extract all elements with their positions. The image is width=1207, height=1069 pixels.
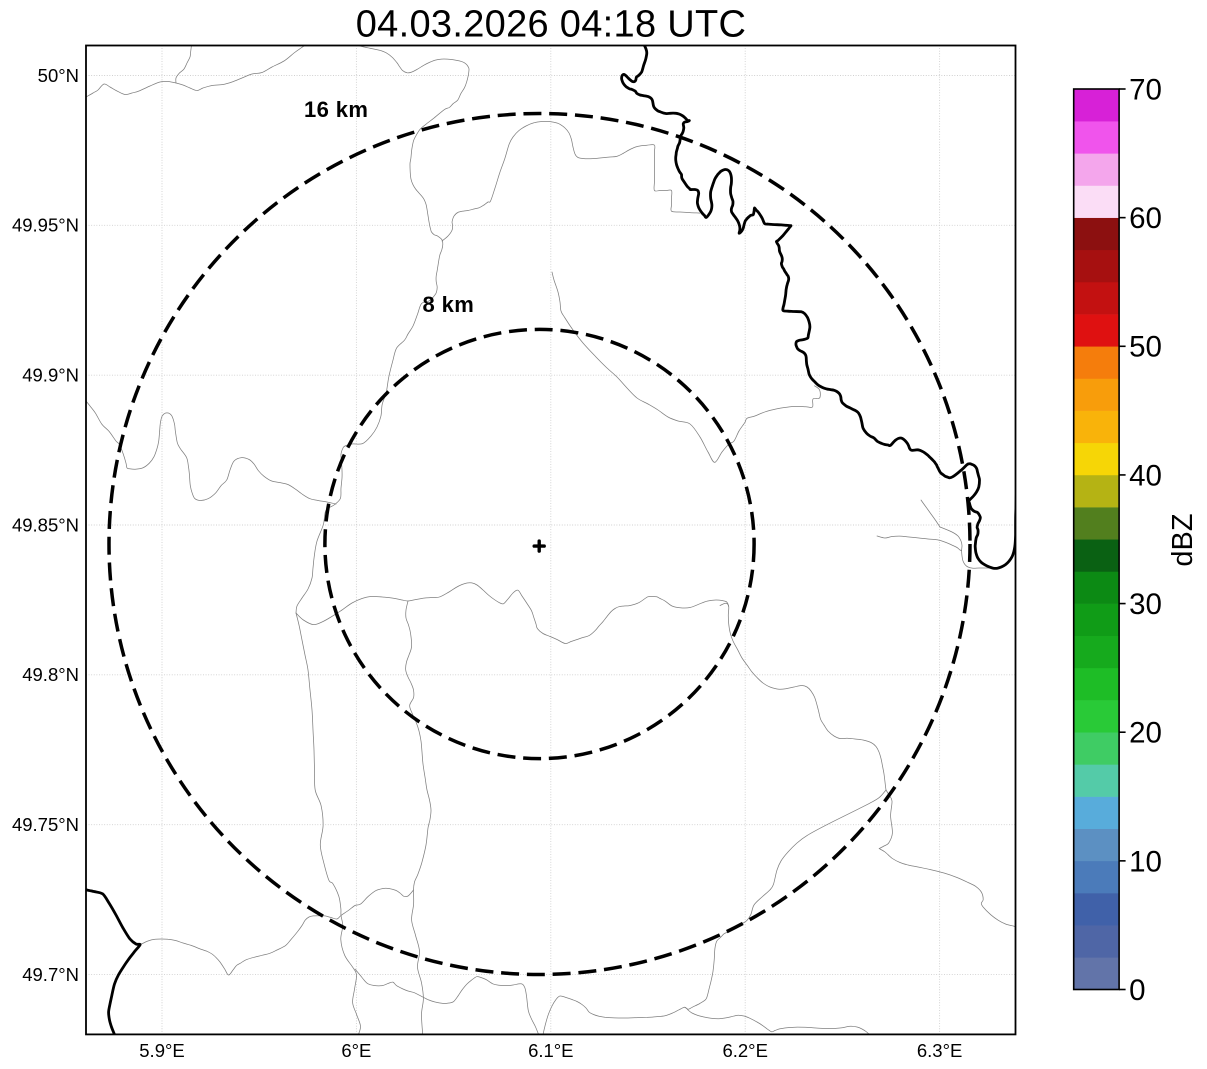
- svg-text:50: 50: [1129, 331, 1162, 364]
- svg-text:6°E: 6°E: [341, 1040, 371, 1061]
- svg-text:50°N: 50°N: [38, 65, 79, 86]
- svg-text:30: 30: [1129, 588, 1162, 621]
- svg-text:6.3°E: 6.3°E: [917, 1040, 962, 1061]
- svg-text:0: 0: [1129, 974, 1145, 1007]
- svg-text:04.03.2026 04:18 UTC: 04.03.2026 04:18 UTC: [356, 4, 747, 46]
- svg-text:20: 20: [1129, 717, 1162, 750]
- svg-text:8 km: 8 km: [423, 292, 475, 317]
- svg-text:40: 40: [1129, 459, 1162, 492]
- svg-text:10: 10: [1129, 845, 1162, 878]
- svg-text:49.85°N: 49.85°N: [12, 514, 79, 535]
- svg-text:5.9°E: 5.9°E: [139, 1040, 184, 1061]
- svg-text:49.95°N: 49.95°N: [12, 215, 79, 236]
- svg-text:49.8°N: 49.8°N: [22, 664, 79, 685]
- svg-text:16 km: 16 km: [304, 97, 368, 122]
- svg-text:dBZ: dBZ: [1167, 513, 1199, 566]
- svg-text:49.7°N: 49.7°N: [22, 964, 79, 985]
- svg-text:60: 60: [1129, 202, 1162, 235]
- svg-text:49.75°N: 49.75°N: [12, 814, 79, 835]
- svg-text:70: 70: [1129, 73, 1162, 106]
- svg-text:49.9°N: 49.9°N: [22, 365, 79, 386]
- svg-text:6.2°E: 6.2°E: [722, 1040, 767, 1061]
- svg-text:6.1°E: 6.1°E: [528, 1040, 573, 1061]
